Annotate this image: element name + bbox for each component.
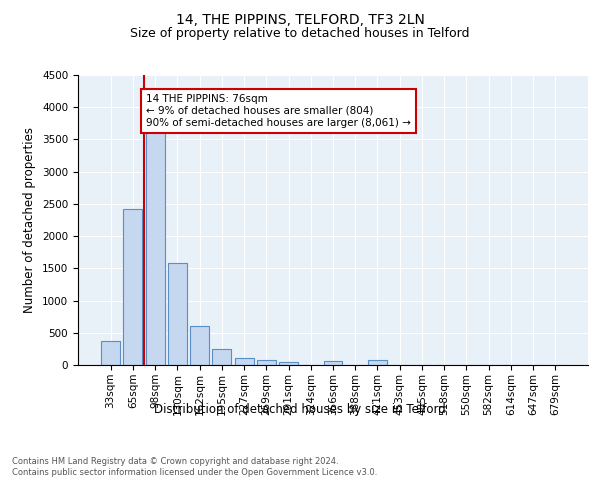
Bar (323, 361, 343, 365)
Bar (101, 341, 120, 365)
Bar (279, 362, 298, 365)
Text: Distribution of detached houses by size in Telford: Distribution of detached houses by size … (154, 402, 446, 415)
Bar (235, 358, 254, 365)
Bar (124, 209, 142, 365)
Bar (146, 132, 164, 365)
Y-axis label: Number of detached properties: Number of detached properties (23, 127, 37, 313)
Text: 14, THE PIPPINS, TELFORD, TF3 2LN: 14, THE PIPPINS, TELFORD, TF3 2LN (176, 12, 424, 26)
Bar (168, 263, 187, 365)
Text: 14 THE PIPPINS: 76sqm
← 9% of detached houses are smaller (804)
90% of semi-deta: 14 THE PIPPINS: 76sqm ← 9% of detached h… (146, 94, 411, 128)
Bar (190, 326, 209, 365)
Bar (368, 360, 387, 365)
Bar (212, 349, 231, 365)
Bar (257, 360, 276, 365)
Text: Contains HM Land Registry data © Crown copyright and database right 2024.
Contai: Contains HM Land Registry data © Crown c… (12, 458, 377, 477)
Text: Size of property relative to detached houses in Telford: Size of property relative to detached ho… (130, 28, 470, 40)
